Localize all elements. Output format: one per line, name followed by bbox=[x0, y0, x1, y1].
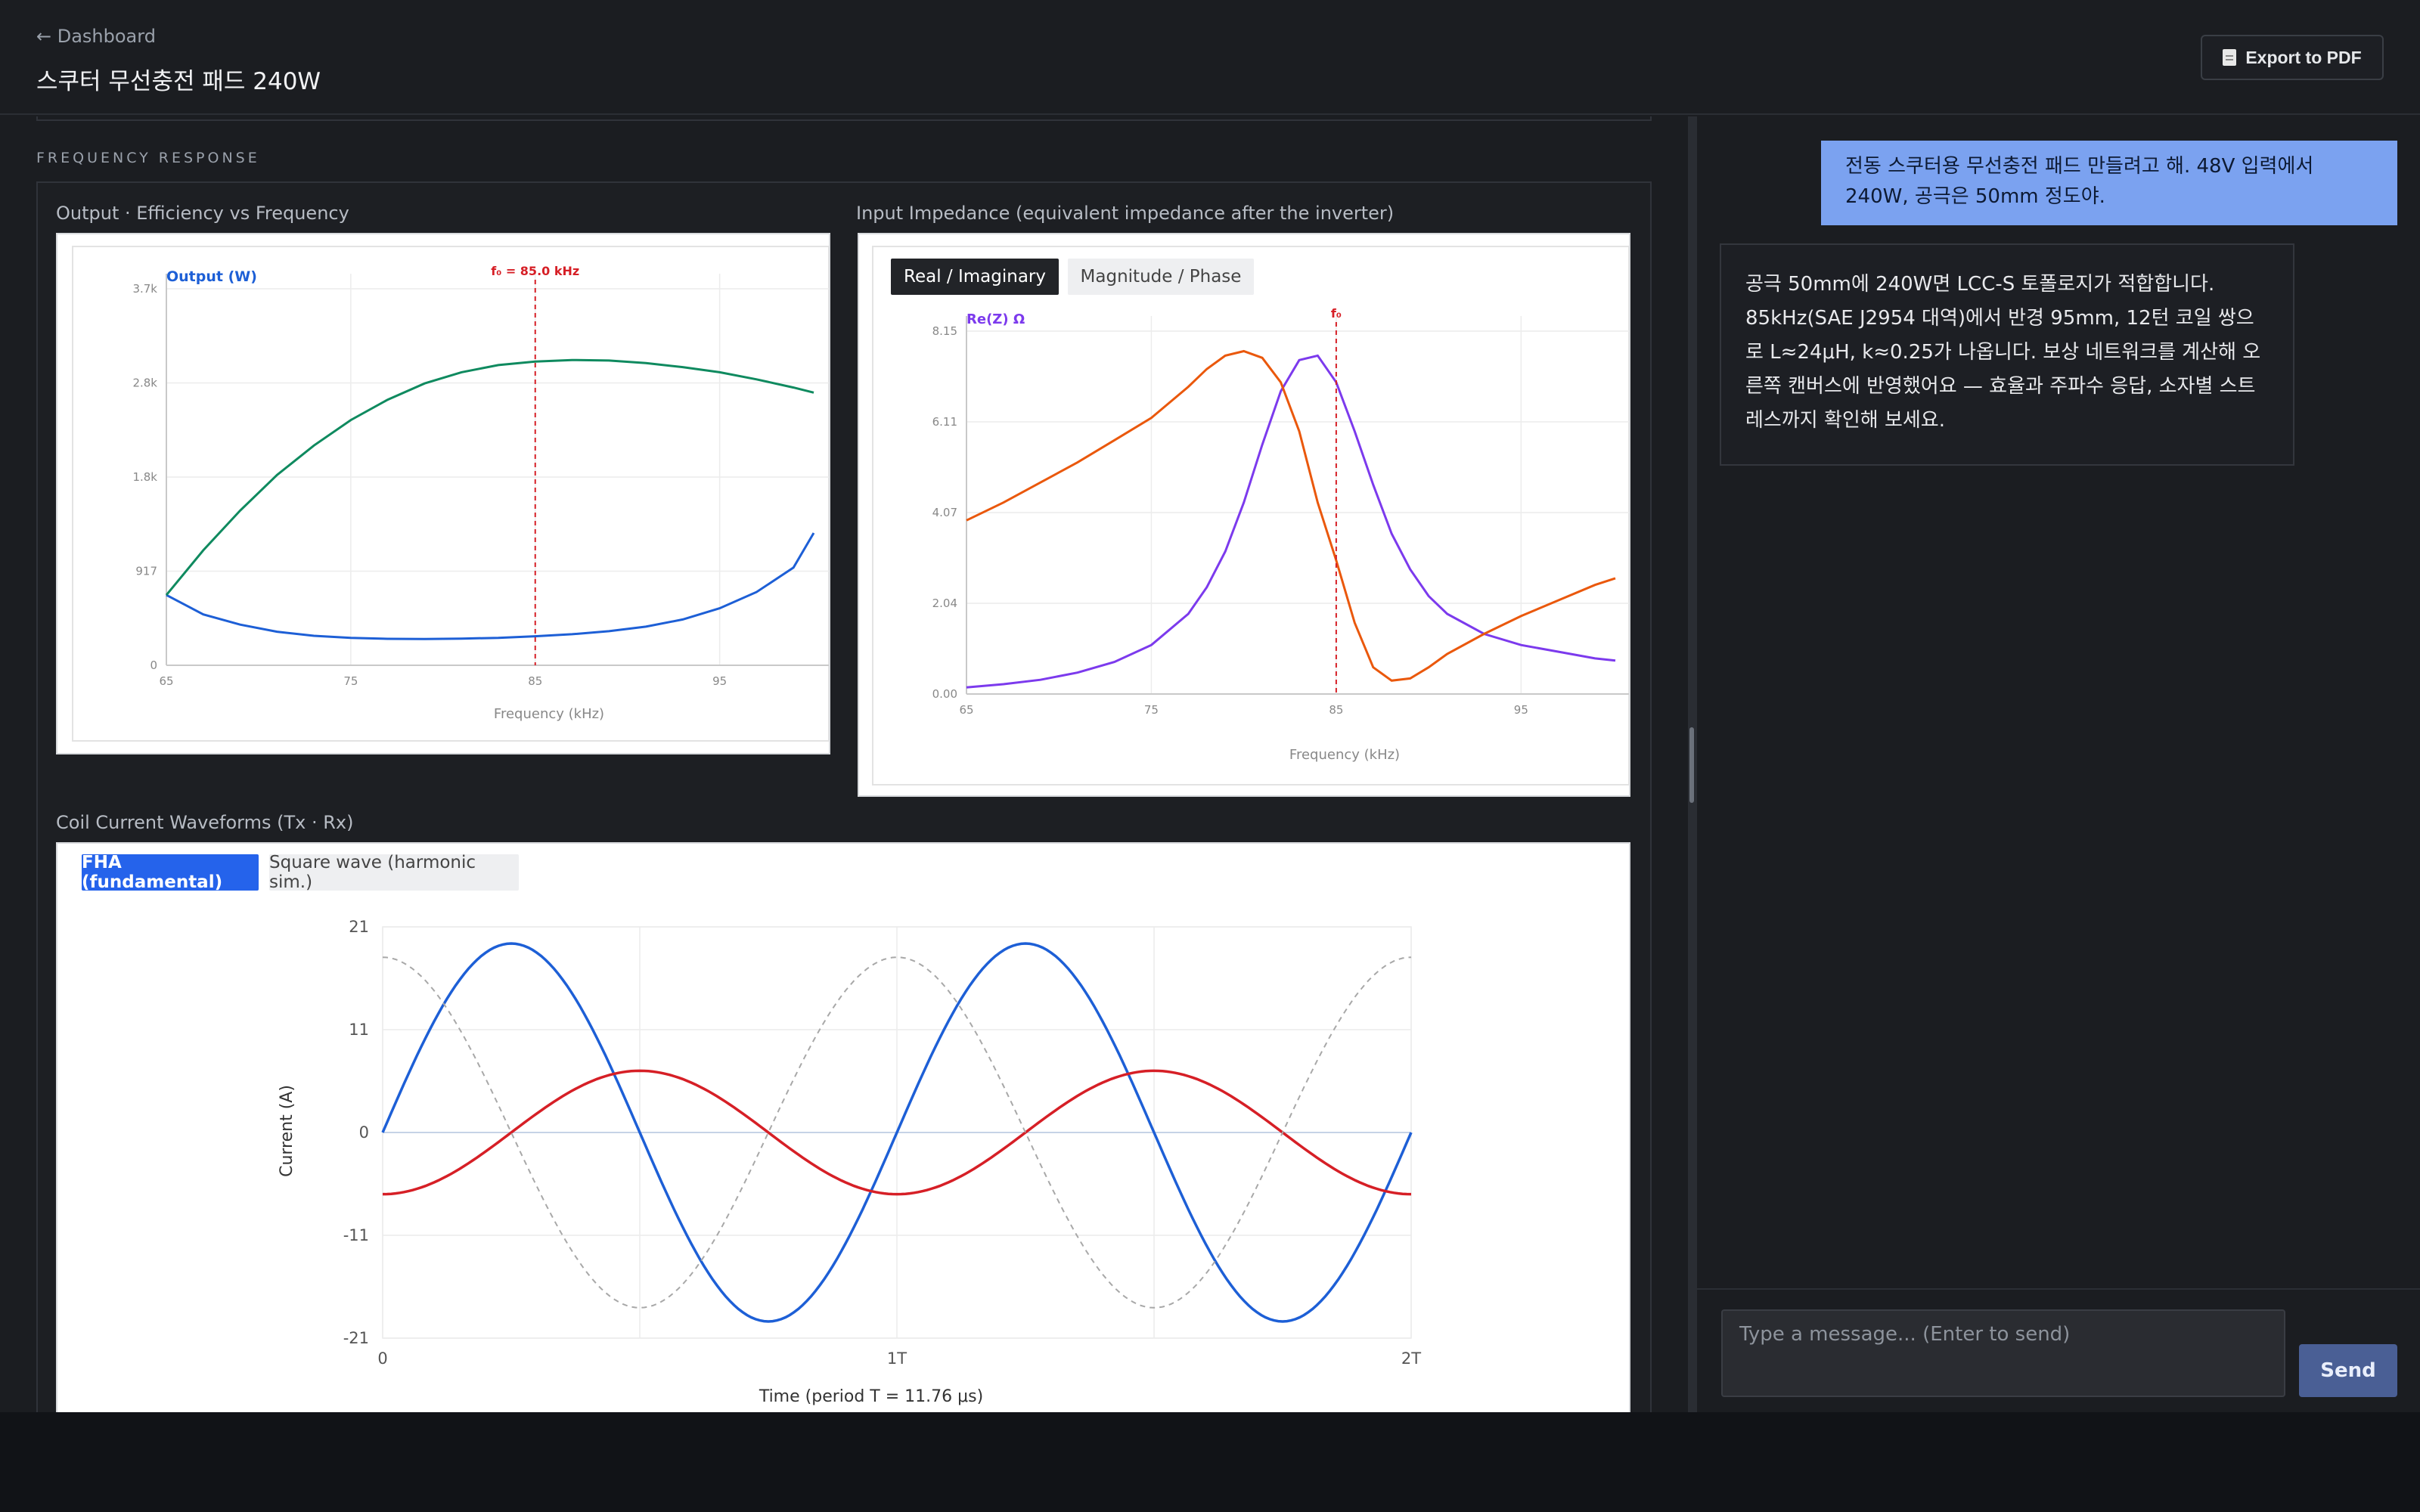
impedance-chart: f₀ Re(Z) Ω 0.00 2.04 4.07 6.11 8.15 65 75 85 95… bbox=[872, 246, 1629, 785]
x-tick-label: 95 bbox=[712, 674, 727, 688]
tab-fha-fundamental[interactable]: FHA (fundamental) bbox=[82, 853, 259, 892]
x-tick-label: 2T bbox=[1401, 1349, 1421, 1368]
chat-composer: Send bbox=[1697, 1288, 2420, 1412]
impedance-title: Input Impedance (equivalent impedance af… bbox=[856, 203, 1395, 224]
x-tick-label: 95 bbox=[1514, 703, 1528, 717]
y-tick-label: 11 bbox=[349, 1021, 369, 1039]
x-axis-title: Time (period T = 11.76 μs) bbox=[759, 1387, 983, 1406]
series-line-1 bbox=[166, 532, 815, 640]
y-tick-label: 1.8k bbox=[132, 470, 157, 484]
y-tick-label: -21 bbox=[343, 1329, 369, 1347]
impedance-plot[interactable]: Real / Imaginary Magnitude / Phase f₀ Re… bbox=[858, 233, 1630, 797]
x-tick-label: 65 bbox=[959, 703, 973, 717]
assistant-message-bubble: 공극 50mm에 240W면 LCC-S 토폴로지가 적합합니다. 85kHz(… bbox=[1720, 243, 2294, 466]
export-pdf-button[interactable]: Export to PDF bbox=[2201, 35, 2384, 80]
resize-handle[interactable] bbox=[1689, 727, 1694, 803]
impedance-y-axis-label: Re(Z) Ω bbox=[966, 311, 1025, 327]
waveform-line-2 bbox=[382, 1069, 1412, 1196]
y-tick-label: 0 bbox=[359, 1123, 369, 1142]
x-tick-label: 75 bbox=[343, 674, 358, 688]
app-window: ← Dashboard 스쿠터 무선충전 패드 240W Export to P… bbox=[0, 0, 2420, 1412]
output-y-axis-label: Output (W) bbox=[166, 268, 257, 285]
y-tick-label: 21 bbox=[349, 918, 369, 936]
canvas-pane[interactable]: FREQUENCY RESPONSE Output · Efficiency v… bbox=[0, 116, 1688, 1412]
tab-square-wave[interactable]: Square wave (harmonic sim.) bbox=[269, 853, 519, 892]
y-tick-label: -11 bbox=[343, 1226, 369, 1244]
y-tick-label: 0.00 bbox=[932, 687, 957, 701]
series-line-2 bbox=[966, 349, 1616, 682]
coil-waveforms-chart: 21 11 0 -11 -21 0 1T 2T Current (A) Time (peri… bbox=[278, 918, 1421, 1406]
output-efficiency-plot[interactable]: f₀ = 85.0 kHz Output (W) 0 917 1.8k 2.8k 3.7… bbox=[56, 233, 830, 754]
x-tick-label: 65 bbox=[159, 674, 173, 688]
x-tick-label: 85 bbox=[528, 674, 542, 688]
document-icon bbox=[2223, 49, 2237, 66]
tab-magnitude-phase[interactable]: Magnitude / Phase bbox=[1068, 259, 1254, 295]
chat-message-input[interactable] bbox=[1721, 1309, 2285, 1397]
y-tick-label: 2.04 bbox=[932, 596, 957, 610]
waveforms-title: Coil Current Waveforms (Tx · Rx) bbox=[56, 812, 354, 833]
chat-pane: 전동 스쿠터용 무선충전 패드 만들려고 해. 48V 입력에서 240W, 공… bbox=[1697, 116, 2420, 1412]
resonance-marker-label: f₀ bbox=[1331, 306, 1342, 321]
output-efficiency-chart: f₀ = 85.0 kHz Output (W) 0 917 1.8k 2.8k 3.7… bbox=[72, 246, 829, 742]
coil-waveforms-plot[interactable]: FHA (fundamental) Square wave (harmonic … bbox=[56, 842, 1630, 1412]
waveform-line-3 bbox=[382, 956, 1412, 1309]
user-message-bubble: 전동 스쿠터용 무선충전 패드 만들려고 해. 48V 입력에서 240W, 공… bbox=[1821, 141, 2397, 225]
y-tick-label: 8.15 bbox=[932, 324, 957, 338]
x-tick-label: 85 bbox=[1329, 703, 1343, 717]
y-tick-label: 0 bbox=[150, 658, 157, 672]
x-tick-label: 75 bbox=[1144, 703, 1159, 717]
previous-card-edge bbox=[36, 116, 1652, 121]
y-tick-label: 917 bbox=[135, 565, 157, 578]
bottom-bar bbox=[0, 1412, 2420, 1512]
back-to-dashboard-link[interactable]: ← Dashboard bbox=[36, 26, 156, 47]
tab-real-imaginary[interactable]: Real / Imaginary bbox=[891, 259, 1059, 295]
x-tick-label: 1T bbox=[887, 1349, 907, 1368]
section-label: FREQUENCY RESPONSE bbox=[36, 150, 260, 166]
x-axis-title: Frequency (kHz) bbox=[494, 706, 604, 722]
series-line-1 bbox=[966, 354, 1616, 689]
send-button[interactable]: Send bbox=[2299, 1344, 2397, 1397]
resonance-marker-label: f₀ = 85.0 kHz bbox=[491, 264, 579, 278]
page-title: 스쿠터 무선충전 패드 240W bbox=[36, 68, 321, 95]
y-tick-label: 2.8k bbox=[132, 376, 157, 390]
y-tick-label: 6.11 bbox=[932, 415, 957, 429]
x-tick-label: 0 bbox=[377, 1349, 387, 1368]
export-pdf-label: Export to PDF bbox=[2245, 47, 2362, 67]
series-line-2 bbox=[165, 358, 814, 596]
page-header: ← Dashboard 스쿠터 무선충전 패드 240W Export to P… bbox=[0, 0, 2420, 115]
x-axis-title: Frequency (kHz) bbox=[1289, 747, 1400, 763]
y-axis-title: Current (A) bbox=[278, 1085, 296, 1177]
frequency-response-card: Output · Efficiency vs Frequency f₀ = 85… bbox=[36, 181, 1652, 1412]
waveform-line-1 bbox=[381, 942, 1413, 1323]
y-tick-label: 4.07 bbox=[932, 506, 957, 519]
output-efficiency-title: Output · Efficiency vs Frequency bbox=[56, 203, 349, 224]
y-tick-label: 3.7k bbox=[132, 282, 157, 296]
